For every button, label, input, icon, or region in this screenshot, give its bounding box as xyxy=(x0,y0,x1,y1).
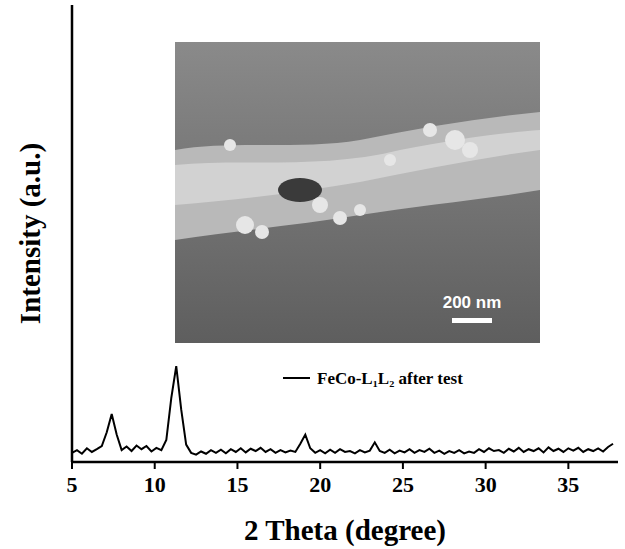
x-tick-label: 30 xyxy=(475,472,497,497)
x-tick xyxy=(402,462,404,469)
legend-label: FeCo-L₁L₂ after test xyxy=(317,369,463,388)
chart: 200 nm 5 10 15 20 25 30 35 2 Theta (degree) Inten… xyxy=(0,0,625,549)
legend-swatch xyxy=(283,377,310,379)
series-line xyxy=(72,366,613,455)
x-tick xyxy=(154,462,156,469)
sem-particle xyxy=(312,197,328,213)
sem-pore xyxy=(278,178,322,202)
plot-area xyxy=(72,366,613,455)
sem-particle xyxy=(384,154,396,166)
scale-bar-label: 200 nm xyxy=(443,293,502,312)
x-tick xyxy=(485,462,487,469)
sem-background xyxy=(175,42,540,343)
legend: FeCo-L₁L₂ after test xyxy=(283,369,463,388)
sem-particle xyxy=(354,204,366,216)
x-tick-label: 20 xyxy=(309,472,331,497)
y-axis xyxy=(71,5,74,462)
sem-fiber-highlight xyxy=(175,130,540,205)
x-axis-title: 2 Theta (degree) xyxy=(244,514,446,547)
x-tick xyxy=(71,462,73,469)
sem-fiber xyxy=(175,112,540,240)
x-tick-label: 35 xyxy=(557,472,579,497)
sem-inset: 200 nm xyxy=(175,42,540,343)
sem-particle xyxy=(236,216,254,234)
x-tick-label: 25 xyxy=(392,472,414,497)
sem-particle xyxy=(423,123,437,137)
sem-particle xyxy=(445,130,465,150)
sem-particle xyxy=(333,211,347,225)
x-tick-label: 5 xyxy=(67,472,78,497)
x-tick xyxy=(236,462,238,469)
x-tick xyxy=(319,462,321,469)
sem-particle xyxy=(224,139,236,151)
x-tick xyxy=(567,462,569,469)
scale-bar xyxy=(452,318,492,323)
sem-particle xyxy=(255,225,269,239)
sem-particle xyxy=(462,142,478,158)
x-tick-label: 15 xyxy=(226,472,248,497)
y-axis-title: Intensity (a.u.) xyxy=(14,143,47,324)
x-tick-label: 10 xyxy=(144,472,166,497)
